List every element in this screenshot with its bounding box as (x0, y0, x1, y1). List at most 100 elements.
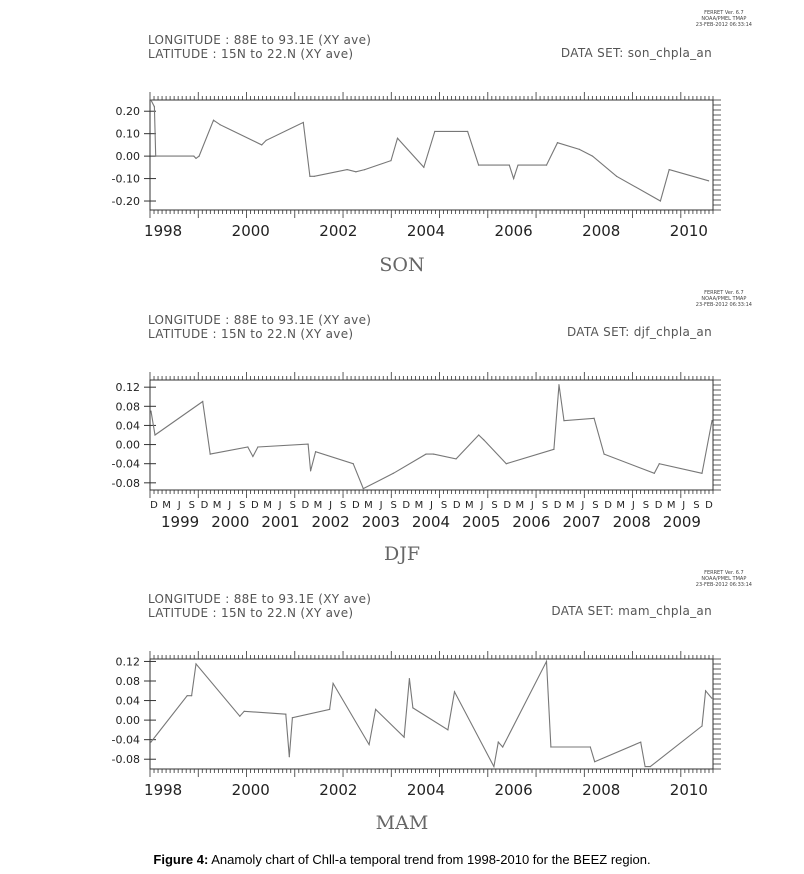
djf-data-point (150, 410, 152, 412)
son-data-point (668, 168, 670, 171)
mam-data-point (285, 713, 287, 715)
mam-header: LONGITUDE : 88E to 93.1E (XY ave) LATITU… (148, 592, 371, 620)
son-data-point (212, 119, 215, 121)
son-latitude-label: LATITUDE : 15N to 22.N (XY ave) (148, 47, 354, 61)
son-ferret-stamp: FERRET Ver. 6.7 NOAA/PMEL TMAP 23-FEB-20… (696, 10, 752, 28)
djf-month-label: J (227, 500, 231, 511)
djf-xtick-label: 2006 (512, 513, 550, 531)
djf-month-label: J (379, 500, 383, 511)
mam-data-point (649, 765, 651, 768)
son-xtick-label: 2008 (582, 222, 620, 240)
djf-month-label: J (580, 500, 584, 511)
djf-month-label: S (239, 500, 245, 511)
son-data-point (659, 200, 662, 202)
mam-data-point (644, 765, 646, 768)
mam-data-point (412, 707, 414, 709)
djf-data-point (658, 463, 660, 465)
djf-month-label: S (290, 500, 296, 511)
djf-xtick-label: 2001 (261, 513, 299, 531)
mam-data-point (291, 717, 293, 719)
djf-data-point (593, 417, 595, 419)
son-ytick-label: 0.20 (116, 105, 141, 118)
djf-longitude-label: LONGITUDE : 88E to 93.1E (XY ave) (148, 313, 372, 327)
djf-ytick-label: 0.00 (116, 439, 141, 452)
mam-xtick-label: 2004 (407, 781, 445, 799)
mam-data-point (447, 729, 449, 731)
son-dataset-label: DATA SET: son_chpla_an (560, 46, 712, 60)
djf-month-label: D (655, 500, 663, 511)
mam-data-point (545, 660, 548, 663)
son-data-point (313, 175, 315, 177)
mam-data-point (497, 741, 499, 743)
djf-month-label: M (213, 500, 222, 511)
mam-ytick-label: -0.08 (112, 753, 140, 766)
djf-month-label: M (364, 500, 373, 511)
djf-ytick-label: 0.12 (116, 381, 141, 394)
son-data-point (517, 164, 519, 166)
ferret-version: FERRET Ver. 6.7 (704, 10, 744, 16)
ferret-date: 23-FEB-2012 06:33:14 (695, 22, 752, 28)
djf-month-label: M (162, 500, 171, 511)
mam-dataset-label: DATA SET: mam_chpla_an (551, 604, 712, 618)
mam-data-point (701, 725, 703, 727)
djf-month-label: D (705, 500, 713, 511)
djf-latitude-label: LATITUDE : 15N to 22.N (XY ave) (148, 327, 354, 341)
son-data-point (150, 99, 152, 101)
son-data-point (513, 177, 515, 180)
mam-data-point (150, 741, 152, 743)
djf-month-label: M (515, 500, 524, 511)
djf-xtick-label: 2004 (412, 513, 450, 531)
djf-month-label: S (441, 500, 447, 511)
mam-ytick-label: 0.08 (116, 675, 141, 688)
mam-data-point (191, 695, 193, 697)
mam-data-point (403, 736, 405, 738)
mam-latitude-label: LATITUDE : 15N to 22.N (XY ave) (148, 606, 354, 620)
mam-data-point (243, 710, 245, 712)
djf-data-point (202, 400, 204, 403)
son-data-point (309, 175, 311, 177)
djf-month-label: J (328, 500, 332, 511)
son-xtick-label: 2006 (495, 222, 533, 240)
caption-text: Anamoly chart of Chll-a temporal trend f… (211, 852, 651, 867)
djf-data-point (478, 434, 480, 436)
figure-caption: Figure 4: Anamoly chart of Chll-a tempor… (0, 852, 804, 867)
djf-ytick-label: -0.04 (112, 458, 140, 471)
djf-month-label: S (592, 500, 598, 511)
djf-data-point (307, 443, 309, 445)
mam-data-point (332, 682, 334, 685)
mam-data-point (594, 761, 596, 763)
djf-data-point (257, 446, 259, 448)
djf-month-label: J (681, 500, 685, 511)
caption-label: Figure 4: (153, 852, 209, 867)
djf-data-point (352, 463, 354, 465)
son-data-point (396, 137, 399, 139)
son-data-point (364, 168, 366, 171)
son-data-point (302, 121, 304, 124)
son-data-point (591, 155, 594, 157)
mam-xtick-label: 2002 (319, 781, 357, 799)
son-data-point (355, 171, 357, 173)
djf-month-label: D (201, 500, 209, 511)
son-data-point (508, 164, 510, 166)
djf-month-label: S (390, 500, 396, 511)
mam-data-point (408, 677, 410, 680)
son-data-point (195, 157, 197, 159)
djf-data-point (247, 446, 249, 448)
djf-series-line (150, 384, 713, 490)
djf-month-label: D (251, 500, 259, 511)
ferret-org: NOAA/PMEL TMAP (701, 296, 747, 302)
mam-data-point (375, 708, 377, 710)
son-data-point (390, 160, 392, 162)
mam-ytick-label: 0.00 (116, 714, 141, 727)
djf-month-label: J (177, 500, 181, 511)
mam-series-line (150, 659, 713, 769)
son-xtick-label: 2002 (319, 222, 357, 240)
mam-plot-frame (149, 658, 714, 770)
son-data-point (616, 175, 618, 177)
djf-xtick-label: 2003 (362, 513, 400, 531)
djf-month-label: J (278, 500, 282, 511)
djf-month-label: D (352, 500, 360, 511)
son-data-point (477, 164, 480, 166)
djf-data-point (701, 472, 703, 474)
